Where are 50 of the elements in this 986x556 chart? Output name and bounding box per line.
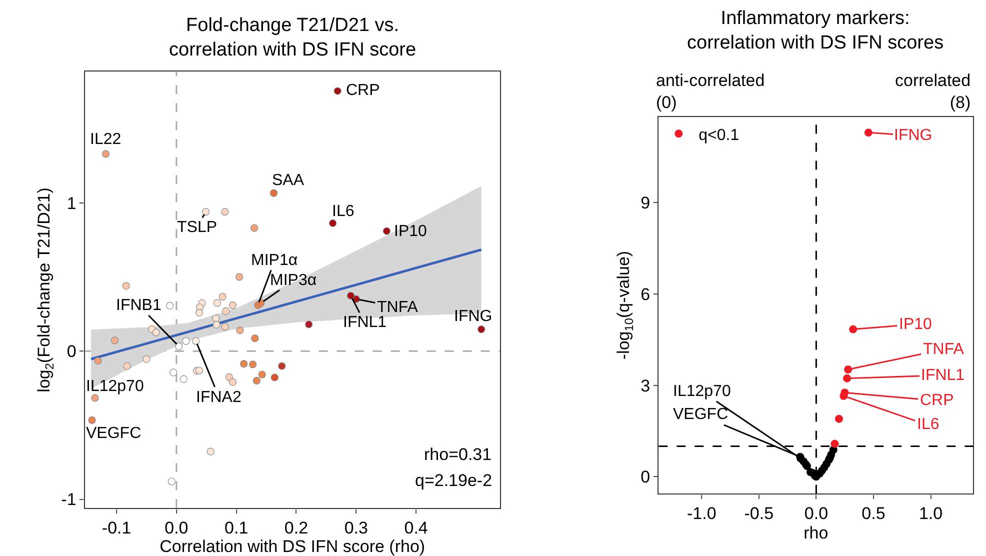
x-tick-label: 0.4 <box>404 518 428 538</box>
annotation: TNFA <box>923 341 964 358</box>
chart-title: Fold-change T21/D21 vs. correlation with DS IFN score <box>169 15 416 61</box>
annotation: rho=0.31 <box>424 445 492 464</box>
annotation: MIP1α <box>251 252 298 269</box>
annotation: IL12p70 <box>673 383 731 400</box>
x-axis-title: rho <box>804 524 828 543</box>
x-tick-label: 0.2 <box>284 518 308 538</box>
annotation: IL22 <box>90 131 122 148</box>
annotation: CRP <box>920 392 954 409</box>
x-tick-label: 0.0 <box>164 518 188 538</box>
annotation: IP10 <box>394 223 428 240</box>
annotation: IFNB1 <box>116 297 162 314</box>
annotation: IFNL1 <box>343 314 387 331</box>
annotation: TSLP <box>177 219 218 236</box>
y-tick-label: 6 <box>640 284 650 304</box>
text: anti-correlated (0) <box>656 71 765 112</box>
annotation: IFNL1 <box>921 367 965 384</box>
y-tick-label: -1 <box>61 490 76 510</box>
annotation: IFNA2 <box>196 389 242 406</box>
legend-label: q<0.1 <box>698 126 740 144</box>
y-tick-label: 3 <box>640 376 650 396</box>
annotation: IL6 <box>332 203 354 220</box>
x-tick-label: 0.1 <box>224 518 248 538</box>
annotation: VEGFC <box>673 406 728 423</box>
annotation: MIP3α <box>270 272 317 289</box>
annotation: IL6 <box>917 416 940 433</box>
annotation: SAA <box>272 172 304 189</box>
x-tick-label: 0.0 <box>804 504 828 524</box>
x-tick-label: -0.1 <box>102 518 132 538</box>
annotation: IFNG <box>894 127 932 144</box>
x-tick-label: 0.3 <box>344 518 368 538</box>
chart-title: Inflammatory markers: correlation with DS IFN scores <box>687 8 944 54</box>
x-tick-label: -1.0 <box>686 504 716 524</box>
x-axis-title: Correlation with DS IFN score (rho) <box>160 537 426 556</box>
x-tick-label: -0.5 <box>744 504 774 524</box>
annotation: CRP <box>346 82 380 99</box>
text: correlated (8) <box>895 71 971 112</box>
y-tick-label: 9 <box>640 194 650 213</box>
y-tick-label: 1 <box>66 194 76 213</box>
x-tick-label: 1.0 <box>918 504 943 524</box>
annotation: IL12p70 <box>86 378 144 395</box>
annotation: TNFA <box>377 299 418 316</box>
y-tick-label: 0 <box>66 342 76 362</box>
annotation: q=2.19e-2 <box>415 471 492 490</box>
annotation: VEGFC <box>86 425 142 442</box>
x-tick-label: 0.5 <box>862 504 886 524</box>
y-tick-label: 0 <box>640 468 650 487</box>
annotation: IFNG <box>454 308 492 325</box>
annotation: IP10 <box>899 316 932 333</box>
